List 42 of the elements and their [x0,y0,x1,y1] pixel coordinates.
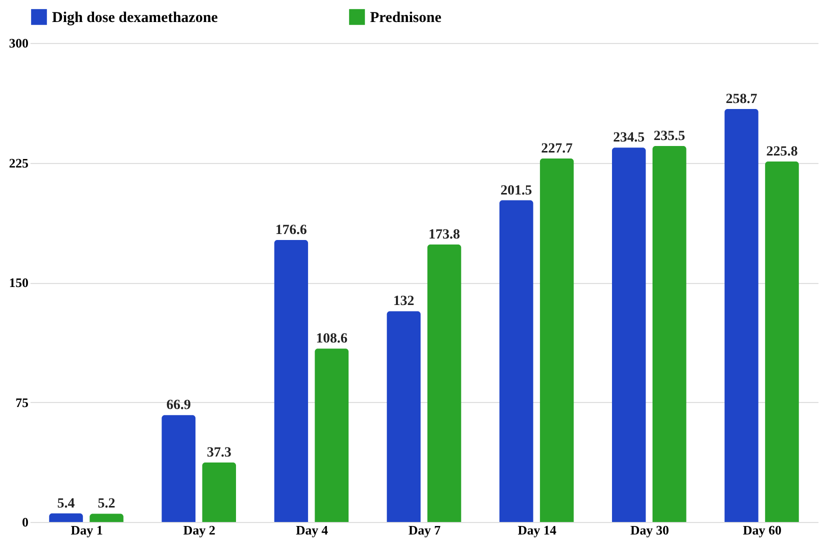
data-label: 225.8 [766,144,798,160]
x-tick-label: Day 4 [296,522,328,538]
x-tick-label: Day 60 [742,522,782,538]
data-label: 132 [393,294,414,310]
y-tick-label: 150 [9,275,28,290]
bar [314,348,349,522]
data-label: 235.5 [654,128,686,144]
bar [274,240,308,522]
data-label: 258.7 [726,92,758,107]
bar [90,514,124,522]
bar [652,146,686,522]
bar [49,513,83,522]
bar [724,108,758,522]
bar [765,161,799,522]
x-tick-label: Day 2 [183,522,216,538]
bar [162,415,196,522]
bar [202,462,236,522]
y-tick-label: 225 [9,155,29,170]
data-label: 37.3 [206,445,232,460]
data-label: 5.4 [57,496,75,512]
data-label: 173.8 [428,228,460,242]
y-tick-label: 300 [9,36,28,50]
data-label: 108.6 [316,332,348,347]
bar [427,244,462,522]
bar [612,148,646,522]
data-label: 176.6 [275,223,307,238]
x-tick-label: Day 7 [408,522,442,538]
x-tick-label: Day 14 [518,522,557,538]
legend-label: Prednisone [370,10,442,26]
data-label: 66.9 [166,398,191,414]
bar [540,158,574,522]
y-tick-label: 0 [22,514,28,530]
data-label: 227.7 [541,141,573,156]
x-tick-label: Day 30 [630,522,669,538]
legend-label: Digh dose dexamethazone [52,10,218,26]
data-label: 201.5 [500,183,532,198]
bar [386,311,421,522]
x-tick-label: Day 1 [70,522,103,538]
y-tick-label: 75 [16,394,29,410]
data-label: 5.2 [98,496,116,512]
bar [499,200,534,522]
data-label: 234.5 [613,130,645,146]
